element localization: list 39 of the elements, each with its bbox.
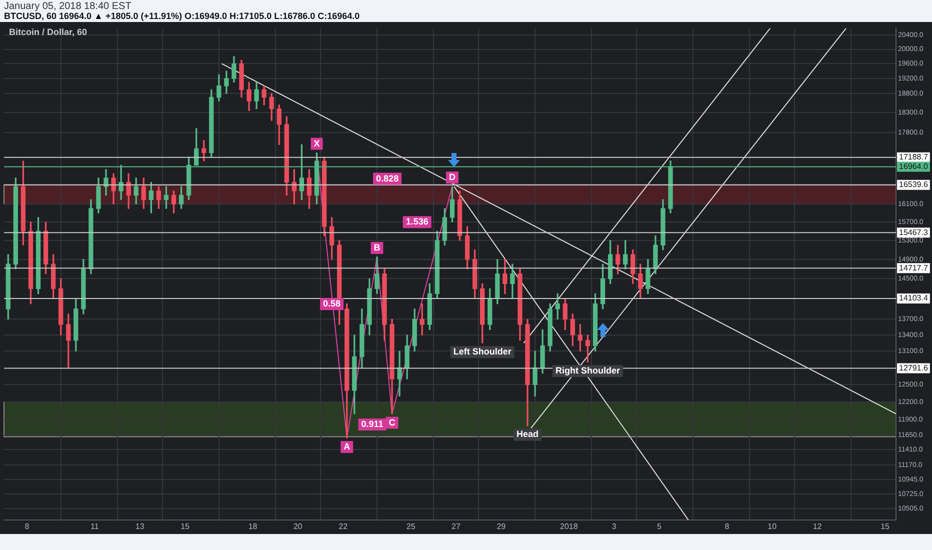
ref-line-label: 17188.7 (899, 152, 928, 162)
x-tick-label: 29 (496, 522, 506, 532)
ref-line-label: 14103.4 (899, 294, 928, 303)
x-tick-label: 5 (656, 522, 662, 532)
x-tick-label: 15 (880, 522, 890, 532)
annotation: 1.536 (406, 216, 428, 227)
annotation: 0.828 (376, 173, 399, 184)
x-tick-label: 3 (612, 522, 617, 532)
ref-line-label: 14717.7 (899, 263, 928, 272)
x-tick-label: 27 (452, 522, 461, 532)
annotation: D (448, 172, 456, 182)
annotation: B (374, 242, 381, 252)
annotation: Left Shoulder (453, 346, 512, 357)
ref-line-label: 16539.6 (899, 180, 928, 190)
x-tick-label: 13 (135, 522, 145, 532)
text: January 05, 2018 18:40 EST (4, 1, 132, 12)
x-tick-label: 15 (180, 522, 190, 532)
ref-line-label: 15467.3 (899, 228, 928, 237)
x-tick-label: 8 (724, 522, 730, 532)
x-tick-label: 22 (338, 522, 348, 532)
x-tick-label: 11 (90, 522, 100, 532)
chart-title: Bitcoin / Dollar, 60 (9, 27, 88, 37)
x-tick-label: 8 (24, 522, 30, 532)
x-tick-label: 20 (293, 522, 303, 532)
annotation: Head (516, 429, 539, 440)
x-tick-label: 25 (406, 522, 416, 532)
annotation: Right Shoulder (555, 366, 620, 376)
annotation: X (314, 138, 320, 148)
chart-subtitle: BTCUSD, 60 16964.0 ▲ +1805.0 (+11.91%) O:16949.0 H:17105.0 L:16786.0 C:16964.0 (4, 11, 360, 21)
ref-line-label: 16964.0 (899, 162, 928, 171)
x-tick-label: 12 (812, 522, 822, 532)
x-tick-label: 10 (768, 522, 778, 532)
annotation: 0.58 (323, 298, 341, 309)
annotation: 0.911 (361, 419, 384, 430)
x-tick-label: 2018 (560, 522, 578, 532)
ref-line-label: 12791.6 (899, 363, 928, 372)
annotation: A (344, 441, 351, 452)
annotation: C (388, 417, 396, 428)
x-tick-label: 18 (248, 522, 258, 532)
